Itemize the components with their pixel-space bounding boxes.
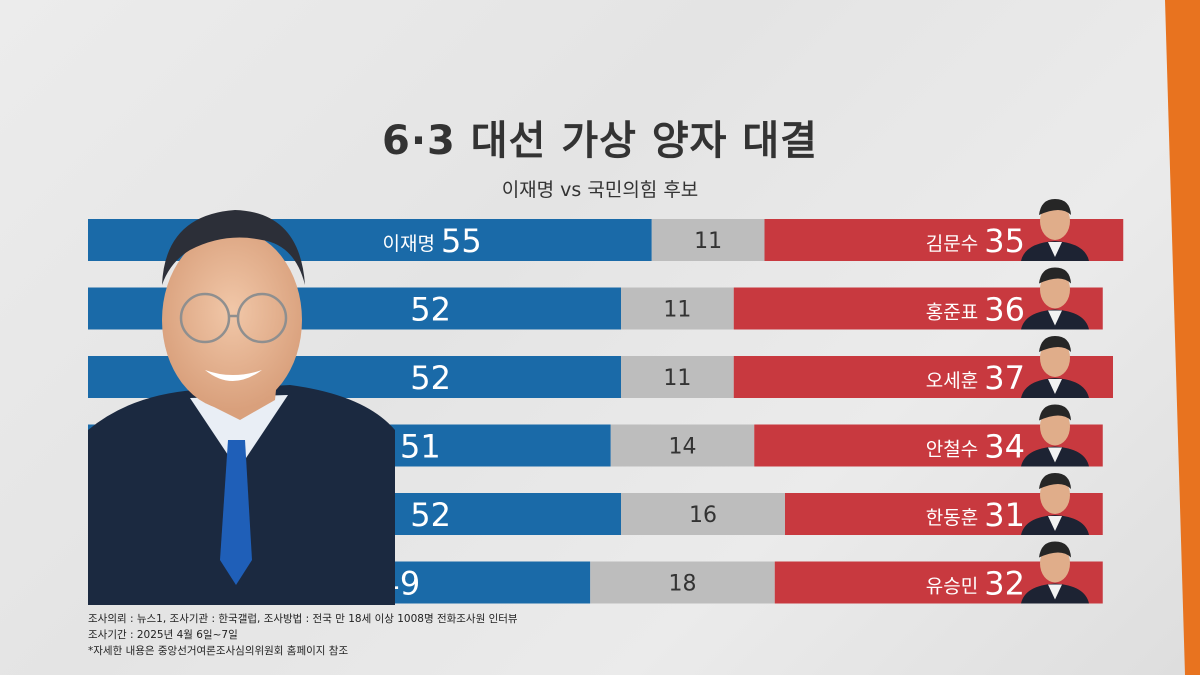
footnotes: 조사의뢰 : 뉴스1, 조사기관 : 한국갤럽, 조사방법 : 전국 만 18세… <box>88 611 518 659</box>
footnote-reference: *자세한 내용은 중앙선거여론조사심의위원회 홈페이지 참조 <box>88 645 349 657</box>
right-candidate-label: 한동훈 31 <box>926 496 1025 534</box>
undecided-value-label: 11 <box>663 298 691 323</box>
candidate-portrait <box>1021 404 1089 467</box>
candidate-portrait <box>1021 541 1089 604</box>
undecided-value-label: 11 <box>694 229 722 254</box>
bar-middle <box>621 356 734 398</box>
left-value-label: 51 <box>400 428 441 466</box>
candidate-portrait <box>1021 336 1089 398</box>
bar-middle <box>651 219 765 261</box>
bar-middle <box>621 493 785 535</box>
candidate-portrait <box>1021 199 1089 261</box>
left-value-label: 52 <box>410 359 451 397</box>
left-value-label: 52 <box>410 291 451 329</box>
undecided-value-label: 18 <box>669 572 697 597</box>
undecided-value-label: 11 <box>663 366 691 391</box>
right-candidate-label: 유승민 32 <box>926 565 1025 603</box>
footnote-survey-method: 조사의뢰 : 뉴스1, 조사기관 : 한국갤럽, 조사방법 : 전국 만 18세… <box>88 613 518 625</box>
bar-middle <box>590 561 775 604</box>
right-candidate-label: 김문수 35 <box>926 222 1025 260</box>
right-candidate-label: 홍준표 36 <box>926 291 1025 329</box>
undecided-value-label: 14 <box>669 435 697 460</box>
left-value-label: 52 <box>410 496 451 534</box>
bar-middle <box>610 424 755 467</box>
chart-subtitle: 이재명 vs 국민의힘 후보 <box>501 179 699 201</box>
left-value-label: 이재명 55 <box>383 222 482 260</box>
right-candidate-label: 안철수 34 <box>926 428 1025 466</box>
bar-left <box>88 356 621 398</box>
footnote-survey-period: 조사기간 : 2025년 4월 6일~7일 <box>88 629 238 641</box>
undecided-value-label: 16 <box>689 503 717 528</box>
bar-middle <box>621 287 734 330</box>
right-candidate-label: 오세훈 37 <box>926 359 1025 397</box>
candidate-portrait <box>1021 267 1089 330</box>
main-candidate-photo <box>88 210 395 605</box>
chart-title: 6·3 대선 가상 양자 대결 <box>382 118 818 164</box>
candidate-portrait <box>1021 473 1089 535</box>
